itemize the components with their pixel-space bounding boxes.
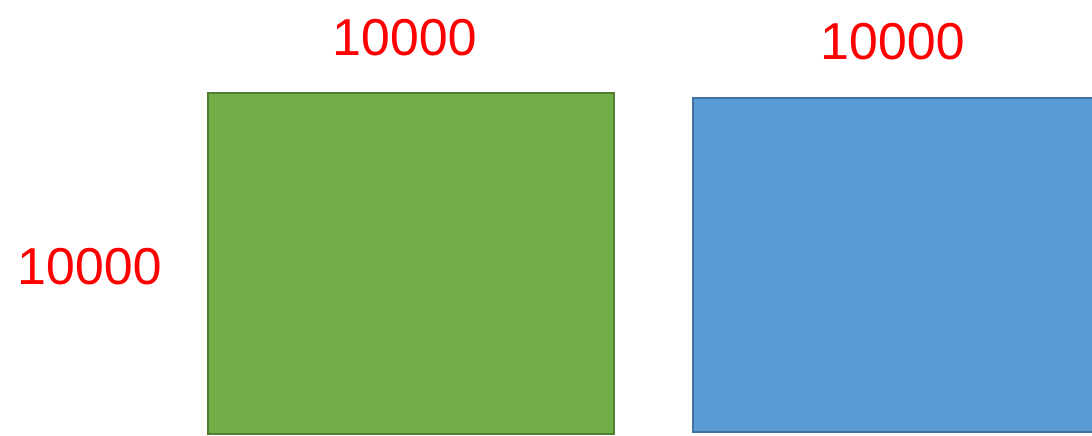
blue-rectangle — [692, 97, 1092, 433]
green-rectangle — [207, 92, 615, 435]
top-left-dimension-label: 10000 — [332, 9, 477, 67]
left-dimension-label: 10000 — [17, 238, 162, 296]
top-right-dimension-label: 10000 — [820, 13, 965, 71]
